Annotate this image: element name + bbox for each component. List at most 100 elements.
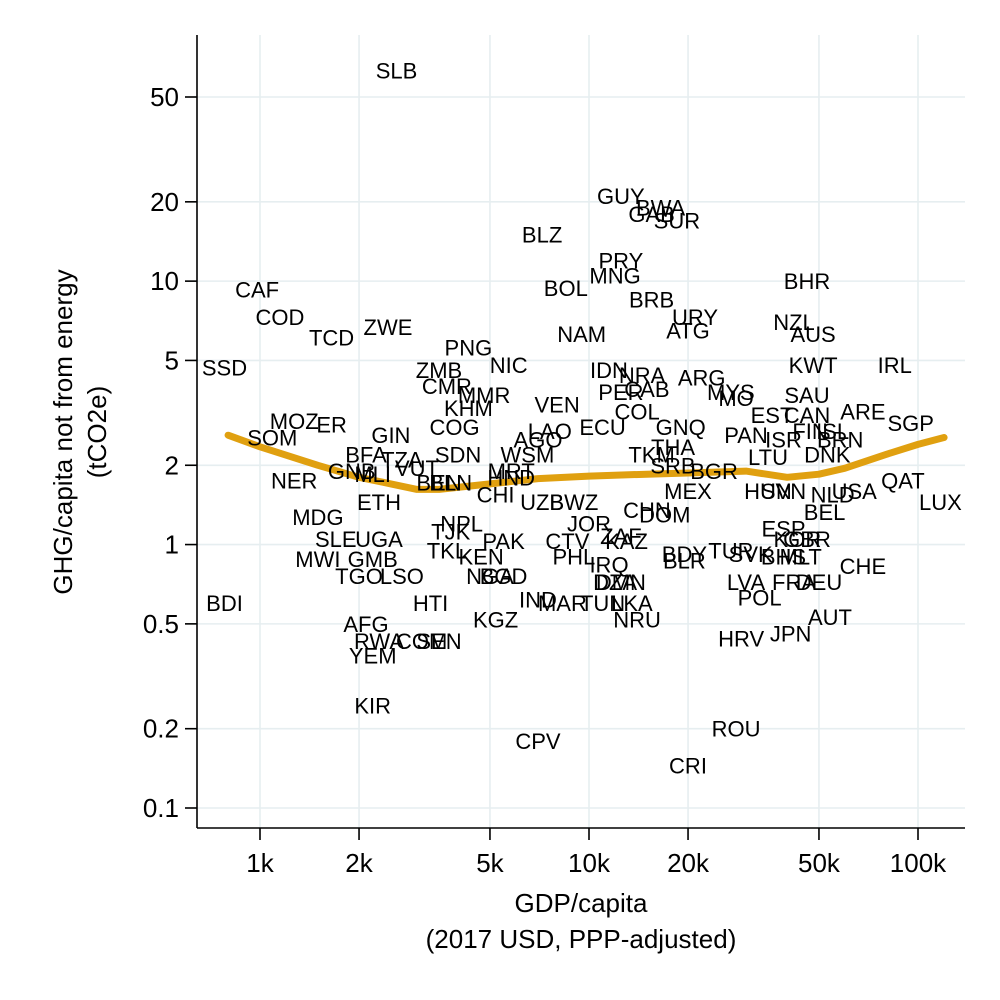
country-point-label: BRN: [817, 428, 863, 453]
country-point-label: SGP: [887, 411, 933, 436]
country-point-label: HUN: [744, 479, 792, 504]
country-point-label: IND: [519, 587, 557, 612]
country-point-label: PAN: [724, 423, 768, 448]
y-tick-label: 0.2: [143, 714, 179, 744]
country-point-label: AUT: [808, 605, 852, 630]
country-point-label: TCD: [309, 326, 354, 351]
country-point-label: BGD: [480, 564, 528, 589]
x-tick-label: 50k: [798, 848, 841, 878]
country-point-label: BOL: [544, 276, 588, 301]
y-tick-label: 10: [150, 266, 179, 296]
country-point-label: URY: [672, 305, 718, 330]
country-point-label: GBR: [783, 527, 831, 552]
y-tick-label: 2: [165, 450, 179, 480]
country-point-label: ROU: [712, 717, 761, 742]
country-point-label: BGR: [690, 459, 738, 484]
y-axis-subtitle: (tCO2e): [82, 386, 112, 478]
country-point-label: KAZ: [605, 529, 648, 554]
country-point-label: BFA: [345, 442, 387, 467]
country-point-label: BRB: [629, 288, 674, 313]
country-point-label: SLE: [315, 527, 357, 552]
country-point-label: JPN: [770, 621, 812, 646]
country-point-label: BDY: [662, 542, 708, 567]
country-point-label: LSO: [380, 564, 424, 589]
country-point-label: FRA: [772, 570, 816, 595]
country-point-label: CAN: [784, 403, 830, 428]
country-point-label: BEN: [416, 471, 461, 496]
y-tick-label: 50: [150, 82, 179, 112]
country-point-label: POL: [738, 585, 782, 610]
country-point-label: GIN: [371, 423, 410, 448]
country-point-label: SUR: [654, 208, 700, 233]
country-point-label: SVN: [761, 479, 806, 504]
country-point-label: GNQ: [656, 415, 706, 440]
country-point-label: CAF: [235, 277, 279, 302]
country-point-label: AUS: [790, 322, 835, 347]
country-point-label: NZL: [773, 310, 815, 335]
country-point-label: ARG: [678, 366, 726, 391]
y-tick-label: 0.5: [143, 609, 179, 639]
country-point-label: LTU: [748, 445, 788, 470]
country-point-label: ISR: [765, 428, 802, 453]
country-point-label: FIN: [792, 419, 827, 444]
country-point-label: SVK: [729, 542, 773, 567]
country-point-label: TKL: [427, 538, 467, 563]
country-point-label: ESP: [761, 517, 805, 542]
x-tick-label: 1k: [246, 848, 274, 878]
country-point-label: PER: [598, 380, 643, 405]
country-point-label: VUT: [395, 456, 439, 481]
y-tick-label: 20: [150, 187, 179, 217]
country-point-label: KGZ: [473, 607, 518, 632]
country-point-label: MAR: [538, 591, 587, 616]
country-point-label: GAB: [628, 202, 674, 227]
country-point-label: BLZ: [522, 223, 562, 248]
x-axis-subtitle: (2017 USD, PPP-adjusted): [426, 924, 737, 954]
country-point-label: THA: [651, 435, 695, 460]
country-point-label: ISL: [816, 419, 849, 444]
country-point-label: SSD: [202, 356, 247, 381]
country-point-label: KOR: [774, 527, 822, 552]
country-point-label: ETH: [357, 490, 401, 515]
country-point-label: CMR: [422, 374, 472, 399]
country-point-label: CTV: [545, 529, 589, 554]
country-point-label: MLT: [780, 545, 822, 570]
country-point-label: SDN: [435, 442, 481, 467]
y-tick-label: 0.1: [143, 793, 179, 823]
country-point-label: TUN: [580, 591, 625, 616]
country-point-label: LUX: [919, 490, 962, 515]
country-point-label: MOZ: [270, 409, 319, 434]
x-tick-label: 100k: [890, 848, 947, 878]
country-point-label: NRU: [613, 607, 661, 632]
country-point-label: USA: [832, 479, 878, 504]
country-point-label: TGO: [335, 564, 383, 589]
country-point-label: DNK: [804, 442, 851, 467]
country-point-label: SLB: [376, 59, 418, 84]
country-point-label: PRY: [598, 248, 643, 273]
country-point-label: CHI: [477, 482, 515, 507]
country-point-label: MO: [718, 386, 753, 411]
country-point-label: KEN: [458, 545, 503, 570]
country-point-label: YEM: [349, 643, 397, 668]
country-point-label: VEN: [534, 393, 579, 418]
country-point-label: COM: [396, 629, 447, 654]
trend-line-path: [224, 431, 948, 493]
country-point-label: SOM: [247, 426, 297, 451]
country-point-label: CRI: [669, 754, 707, 779]
country-point-label: SAU: [784, 383, 829, 408]
country-point-label: TJK: [431, 520, 470, 545]
country-point-label: LAO: [528, 419, 572, 444]
country-point-label: BWZ: [549, 490, 598, 515]
country-point-label: PHL: [553, 545, 596, 570]
country-point-label: GMB: [348, 547, 398, 572]
country-point-label: IRQ: [589, 553, 628, 578]
country-point-label: IRL: [878, 353, 912, 378]
country-point-label: BLN: [429, 471, 472, 496]
country-point-label: TZA: [381, 448, 423, 473]
x-tick-label: 2k: [345, 848, 373, 878]
country-point-label: NER: [271, 469, 317, 494]
country-point-label: HRV: [718, 627, 764, 652]
country-point-label: SRB: [650, 453, 695, 478]
country-point-label: DOM: [639, 503, 690, 528]
country-point-label: HND: [487, 465, 535, 490]
